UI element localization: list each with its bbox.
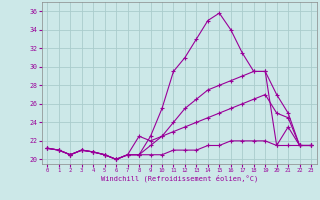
X-axis label: Windchill (Refroidissement éolien,°C): Windchill (Refroidissement éolien,°C): [100, 175, 258, 182]
